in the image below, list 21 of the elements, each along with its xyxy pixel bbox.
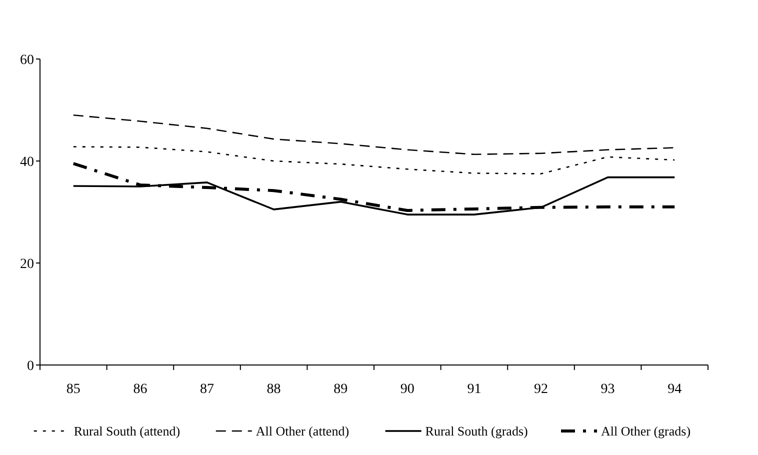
y-tick-label: 40	[20, 154, 34, 170]
x-tick-label: 86	[133, 382, 148, 397]
x-tick-label: 90	[400, 382, 414, 397]
x-tick-label: 93	[600, 382, 615, 397]
x-tick-label: 87	[200, 382, 214, 397]
line-series	[72, 146, 676, 174]
legend-label: Rural South (attend)	[74, 424, 180, 439]
x-tick-label: 92	[534, 382, 548, 397]
line-series	[72, 114, 676, 156]
x-tick-label: 91	[467, 382, 482, 397]
x-tick-label: 88	[266, 382, 281, 397]
y-tick-label: 0	[27, 358, 34, 374]
legend-label: Rural South (grads)	[425, 424, 528, 439]
x-tick-label: 94	[668, 382, 682, 397]
x-tick-label: 89	[334, 382, 348, 397]
legend-label: All Other (attend)	[256, 424, 350, 439]
x-tick-label: 85	[66, 382, 80, 397]
line-series	[72, 162, 676, 212]
y-tick-label: 60	[20, 52, 34, 68]
y-tick-label: 20	[20, 256, 34, 272]
legend-label: All Other (grads)	[601, 424, 691, 439]
